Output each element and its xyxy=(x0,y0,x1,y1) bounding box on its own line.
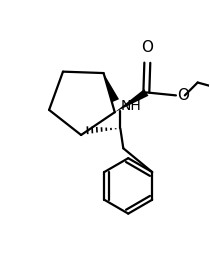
Text: O: O xyxy=(141,40,153,55)
Polygon shape xyxy=(115,89,148,112)
Polygon shape xyxy=(104,73,119,102)
Text: O: O xyxy=(177,88,189,103)
Text: NH: NH xyxy=(120,99,141,113)
